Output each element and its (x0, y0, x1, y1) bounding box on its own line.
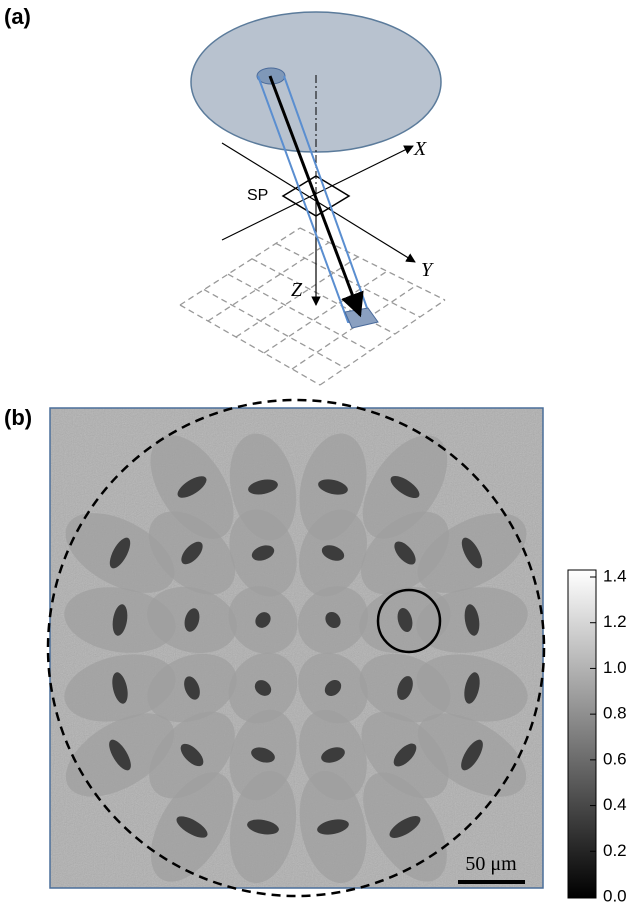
colorbar-tick-label: 1.0 (603, 658, 627, 677)
image (50, 408, 543, 896)
page: (a) X Y Z SP (b) 50 μm 0.0 0.2 0.4 0.6 0.8 1.… (0, 0, 631, 911)
sp-label: SP (247, 187, 268, 204)
colorbar-tick-label: 0.6 (603, 749, 627, 768)
colorbar-tick-label: 0.0 (603, 886, 627, 905)
x-axis-label: X (413, 138, 427, 160)
colorbar (568, 570, 596, 898)
grid-line (208, 242, 329, 321)
grid-line (180, 228, 300, 305)
z-axis-label: Z (291, 279, 303, 301)
colorbar-tick-label: 0.2 (603, 841, 627, 860)
colorbar-tick-label: 0.8 (603, 704, 627, 723)
grid-line (320, 300, 445, 385)
grid-line (204, 290, 345, 368)
colorbar-tick-label: 1.2 (603, 612, 627, 631)
colorbar-tick-label: 0.4 (603, 795, 627, 814)
panel-label: (b) (4, 405, 32, 430)
beam-spot (345, 308, 378, 328)
detector-grid (180, 228, 445, 385)
figure: (a) X Y Z SP (b) 50 μm 0.0 0.2 0.4 0.6 0.8 1.… (0, 0, 631, 911)
panel-label: (a) (4, 4, 31, 29)
scale-bar-label: 50 μm (465, 853, 517, 875)
y-axis-label: Y (421, 259, 434, 281)
colorbar-tick-label: 1.4 (603, 566, 627, 585)
grid-line (180, 305, 320, 385)
